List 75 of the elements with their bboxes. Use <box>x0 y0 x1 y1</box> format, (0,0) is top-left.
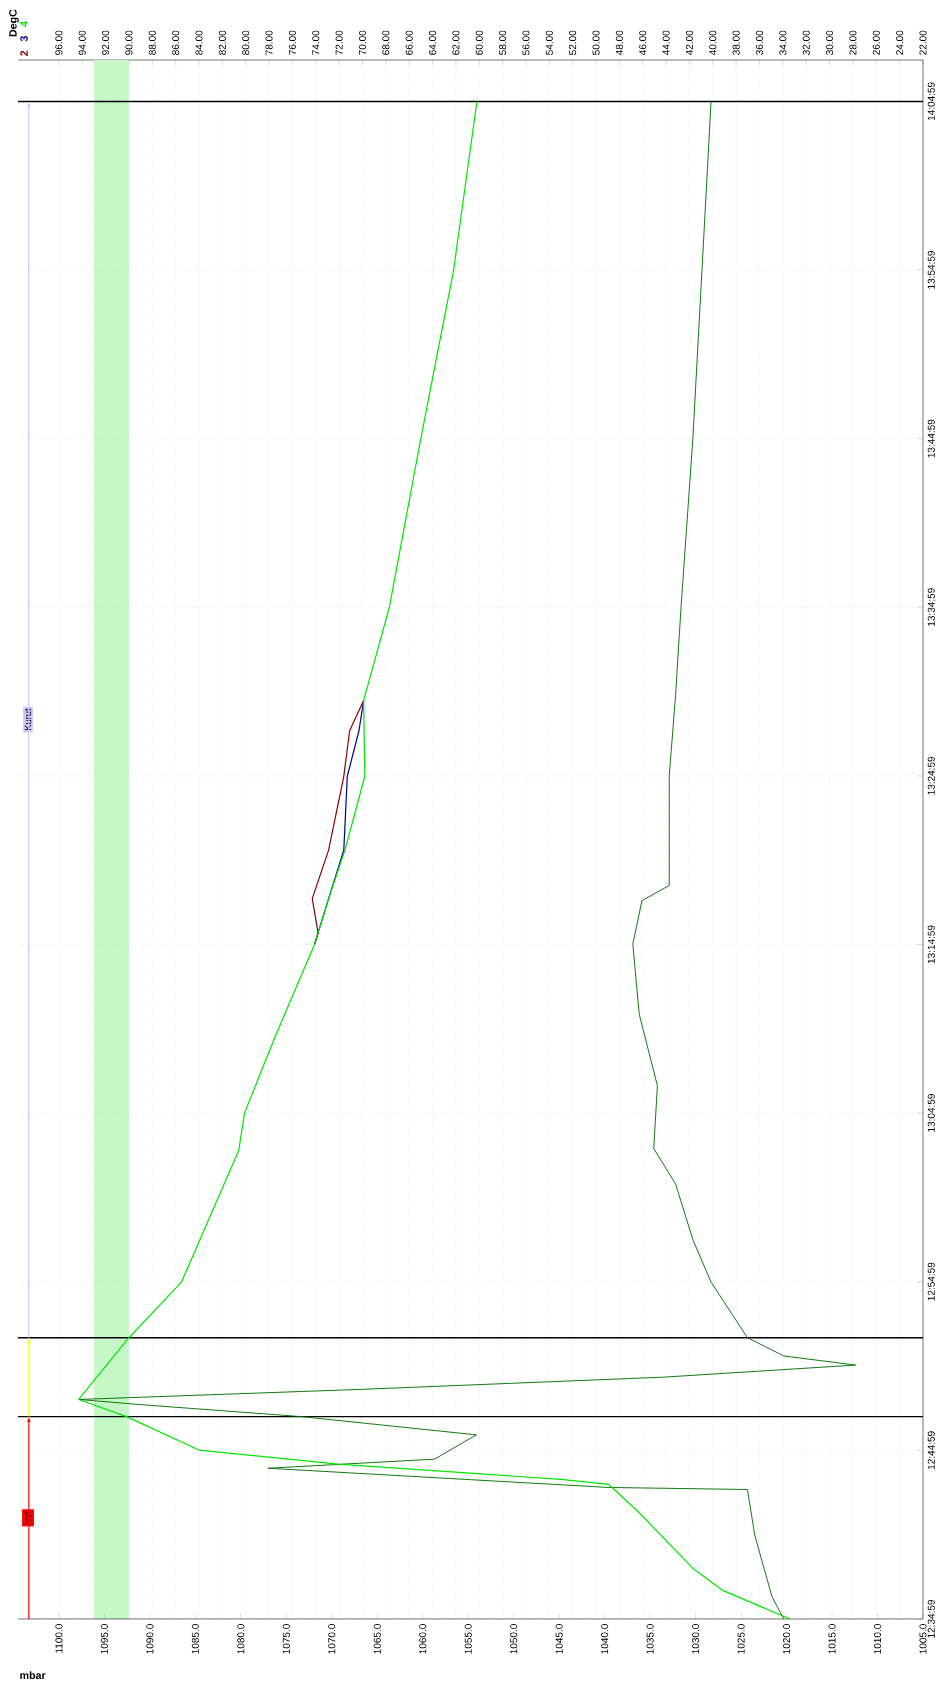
x-tick-label: 1005.0 <box>919 1624 927 1654</box>
x2-tick-label: 76.00 <box>288 30 296 55</box>
x-tick-label: 1095.0 <box>100 1624 108 1654</box>
x2-tick-label: 54.00 <box>545 30 553 55</box>
x-tick-label: 1010.0 <box>873 1624 882 1654</box>
x2-tick-label: 88.00 <box>148 30 156 55</box>
x-tick-label: 1075.0 <box>282 1624 290 1654</box>
x-tick-label: 1015.0 <box>828 1624 836 1654</box>
x2-tick-label: 44.00 <box>662 30 670 56</box>
x2-tick-label: 80.00 <box>242 30 250 55</box>
x-tick-label: 1100.0 <box>55 1624 63 1653</box>
text: 3 <box>20 36 28 42</box>
x2-tick-label: 64.00 <box>429 30 437 55</box>
y-tick-label: 14:04:59 <box>927 82 935 121</box>
x2-tick-label: 30.00 <box>826 30 834 55</box>
annotation: Kurut <box>24 708 32 730</box>
x2-tick-label: 78.00 <box>265 30 273 55</box>
x-tick-label: 1040.0 <box>601 1624 609 1654</box>
x2-tick-label: 96.00 <box>55 30 63 55</box>
x-axis-title: mbar <box>20 1671 46 1680</box>
x2-tick-label: 60.00 <box>475 30 483 55</box>
y-tick-label: 13:54:59 <box>927 251 935 289</box>
x2-tick-label: 90.00 <box>125 30 133 55</box>
x2-tick-label: 46.00 <box>639 30 647 56</box>
x2-tick-label: 32.00 <box>802 30 810 55</box>
x2-tick-label: 22.00 <box>919 30 927 55</box>
x2-tick-label: 72.00 <box>335 30 343 55</box>
x-tick-label: 1080.0 <box>237 1624 245 1654</box>
x2-tick-label: 84.00 <box>195 30 203 55</box>
y-tick-label: 13:14:59 <box>927 925 935 964</box>
y-tick-label: 12:44:59 <box>927 1431 935 1470</box>
x2-tick-label: 94.00 <box>78 30 86 55</box>
y-tick-label: 13:34:59 <box>927 588 935 626</box>
x2-tick-label: 56.00 <box>522 30 530 55</box>
x2-tick-label: 40.00 <box>709 30 717 56</box>
text: 4 <box>20 21 28 27</box>
x2-tick-label: 70.00 <box>358 30 367 55</box>
x-tick-label: 1050.0 <box>510 1624 518 1654</box>
y-tick-label: 13:04:59 <box>927 1094 935 1132</box>
x2-tick-label: 68.00 <box>382 30 390 55</box>
x-tick-label: 1055.0 <box>464 1624 472 1654</box>
x2-tick-label: 24.00 <box>896 30 904 55</box>
x2-tick-label: 58.00 <box>499 30 507 55</box>
x2-tick-label: 50.00 <box>592 30 600 55</box>
x-tick-label: 1085.0 <box>191 1624 199 1654</box>
x-tick-label: 1065.0 <box>373 1624 381 1654</box>
y-tick-label: 12:54:59 <box>927 1262 935 1301</box>
x-tick-label: 1025.0 <box>737 1624 745 1654</box>
x-tick-label: 1045.0 <box>555 1624 563 1654</box>
x2-tick-label: 38.00 <box>732 30 740 55</box>
x2-tick-label: 42.00 <box>685 30 693 56</box>
x2-tick-label: 86.00 <box>172 30 180 55</box>
annotation: isyt <box>23 1510 33 1525</box>
text: 2 <box>20 50 28 56</box>
y-tick-label: 13:24:59 <box>927 756 935 795</box>
x-tick-label: 1060.0 <box>419 1624 427 1654</box>
x-tick-label: 1020.0 <box>783 1624 791 1654</box>
x2-tick-label: 34.00 <box>779 30 787 55</box>
x-tick-label: 1030.0 <box>692 1624 700 1654</box>
x2-tick-label: 82.00 <box>218 30 226 55</box>
y-tick-label: 13:44:59 <box>927 419 935 458</box>
x2-axis-title: DegC <box>9 9 19 37</box>
x2-tick-label: 74.00 <box>312 30 320 55</box>
x2-tick-label: 48.00 <box>615 30 623 56</box>
x2-tick-label: 92.00 <box>102 30 110 55</box>
x-tick-label: 1035.0 <box>646 1624 654 1654</box>
x2-tick-label: 28.00 <box>849 30 857 55</box>
y-tick-label: 12:34:59 <box>927 1600 935 1638</box>
x2-tick-label: 26.00 <box>872 30 880 55</box>
x2-tick-label: 62.00 <box>452 30 460 55</box>
x-tick-label: 1090.0 <box>146 1624 154 1654</box>
x2-tick-label: 36.00 <box>755 30 764 55</box>
x2-tick-label: 66.00 <box>405 30 413 55</box>
x-tick-label: 1070.0 <box>328 1624 336 1654</box>
x2-tick-label: 52.00 <box>569 30 577 55</box>
